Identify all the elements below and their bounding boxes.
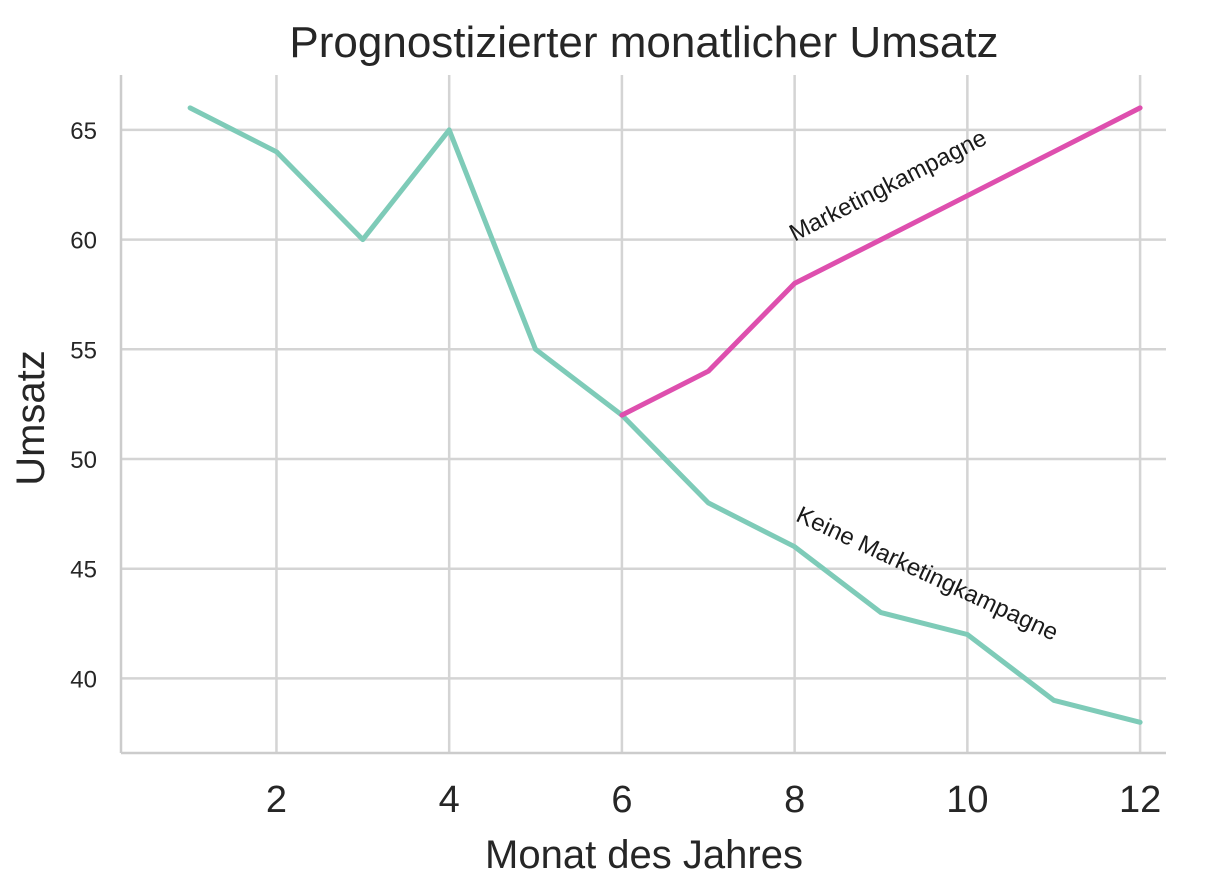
y-tick-label: 60 — [70, 228, 97, 255]
x-tick-label: 10 — [946, 779, 988, 821]
chart-title: Prognostizierter monatlicher Umsatz — [289, 18, 998, 67]
grid — [121, 75, 1166, 753]
x-tick-label: 4 — [439, 779, 460, 821]
tick-labels: 2 4 6 8 10 12 40 45 50 55 60 65 — [70, 118, 1161, 821]
y-tick-label: 45 — [70, 557, 97, 584]
axes — [119, 75, 1166, 755]
y-axis-label: Umsatz — [9, 350, 53, 486]
y-tick-label: 40 — [70, 666, 97, 693]
series-line-2 — [619, 105, 1143, 418]
series-line-1 — [187, 105, 1143, 725]
annotation-1: Marketingkampagne — [785, 124, 991, 247]
y-tick-label: 55 — [70, 337, 97, 364]
x-axis-label: Monat des Jahres — [485, 833, 803, 877]
x-tick-label: 8 — [784, 779, 805, 821]
series-lines — [187, 105, 1143, 725]
x-tick-label: 6 — [611, 779, 632, 821]
y-tick-label: 65 — [70, 118, 97, 145]
y-tick-label: 50 — [70, 447, 97, 474]
x-tick-label: 2 — [266, 779, 287, 821]
x-tick-label: 12 — [1119, 779, 1161, 821]
